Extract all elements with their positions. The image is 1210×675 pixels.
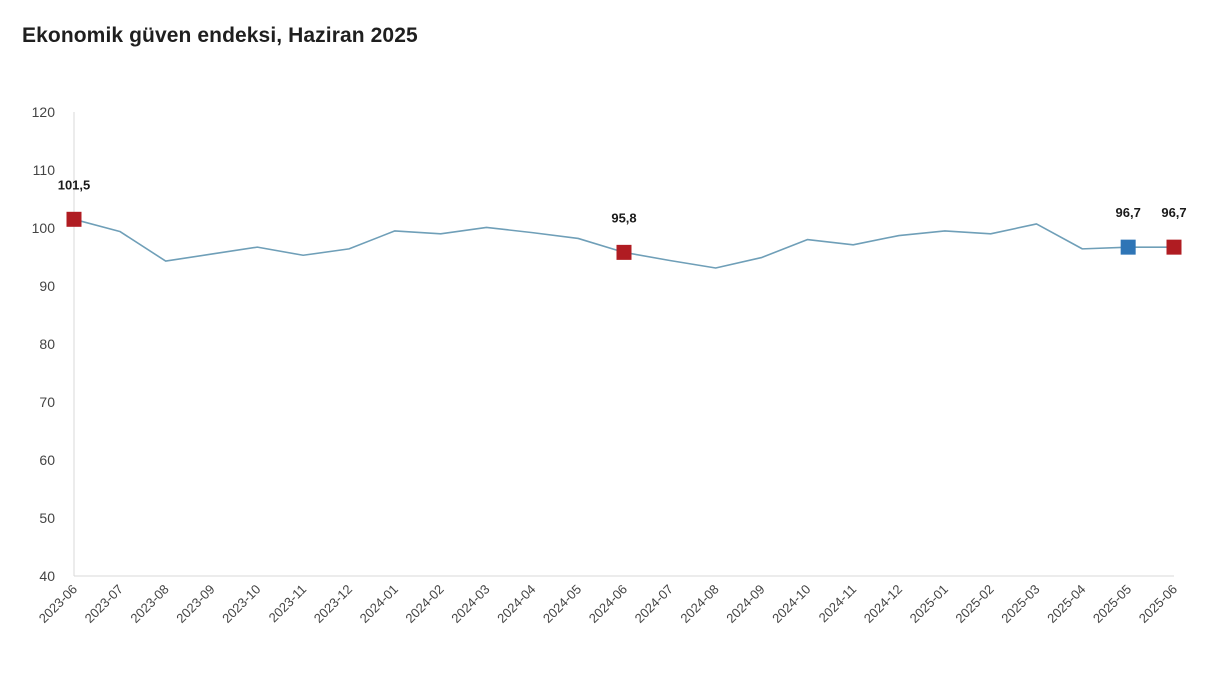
series-line [73,218,1174,269]
highlight-markers [66,211,1182,260]
x-tick-label: 2023-11 [266,582,310,626]
x-tick-label: 2023-09 [173,582,217,626]
x-axis: 2023-06 2023-07 2023-08 2023-09 2023-10 2023-… [36,575,1180,626]
x-tick-label: 2025-02 [952,582,996,626]
data-labels: 101,5 95,8 96,7 96,7 [58,177,1187,225]
x-tick-label: 2024-01 [357,582,401,626]
y-tick-label: 100 [32,220,56,236]
chart-title: Ekonomik güven endeksi, Haziran 2025 [22,24,418,47]
x-tick-label: 2024-02 [402,582,446,626]
x-tick-label: 2024-11 [816,582,860,626]
x-tick-label: 2024-03 [448,582,492,626]
x-tick-label: 2023-12 [311,582,355,626]
x-tick-label: 2024-10 [769,582,813,626]
x-tick-label: 2023-10 [219,582,263,626]
y-tick-label: 80 [39,336,55,352]
highlight-marker [1120,239,1136,255]
y-axis: 40 50 60 70 80 90 100 110 120 [32,104,75,584]
y-tick-label: 70 [39,394,55,410]
highlight-marker [66,211,82,227]
x-tick-label: 2025-01 [907,582,951,626]
x-tick-label: 2025-05 [1090,582,1134,626]
x-tick-label: 2024-06 [586,582,630,626]
y-tick-label: 60 [39,452,55,468]
data-label: 96,7 [1161,205,1186,220]
highlight-marker [616,244,632,260]
y-tick-label: 90 [39,278,55,294]
x-tick-label: 2024-04 [494,582,538,626]
x-tick-label: 2024-05 [540,582,584,626]
x-tick-label: 2024-09 [723,582,767,626]
x-tick-label: 2025-04 [1044,582,1088,626]
y-tick-label: 110 [33,162,56,178]
y-tick-label: 50 [39,510,55,526]
x-tick-label: 2023-06 [36,582,80,626]
x-tick-label: 2024-07 [632,582,676,626]
x-tick-label: 2024-08 [677,582,721,626]
x-tick-label: 2023-07 [82,582,126,626]
x-tick-label: 2023-08 [127,582,171,626]
y-tick-label: 120 [32,104,56,120]
data-label: 95,8 [611,210,636,225]
data-label: 101,5 [58,177,91,192]
x-tick-label: 2024-12 [861,582,905,626]
x-tick-label: 2025-03 [998,582,1042,626]
x-tick-label: 2025-06 [1136,582,1180,626]
y-tick-label: 40 [39,568,55,584]
series-line-group [73,218,1174,269]
highlight-marker [1166,239,1182,255]
data-label: 96,7 [1116,205,1141,220]
